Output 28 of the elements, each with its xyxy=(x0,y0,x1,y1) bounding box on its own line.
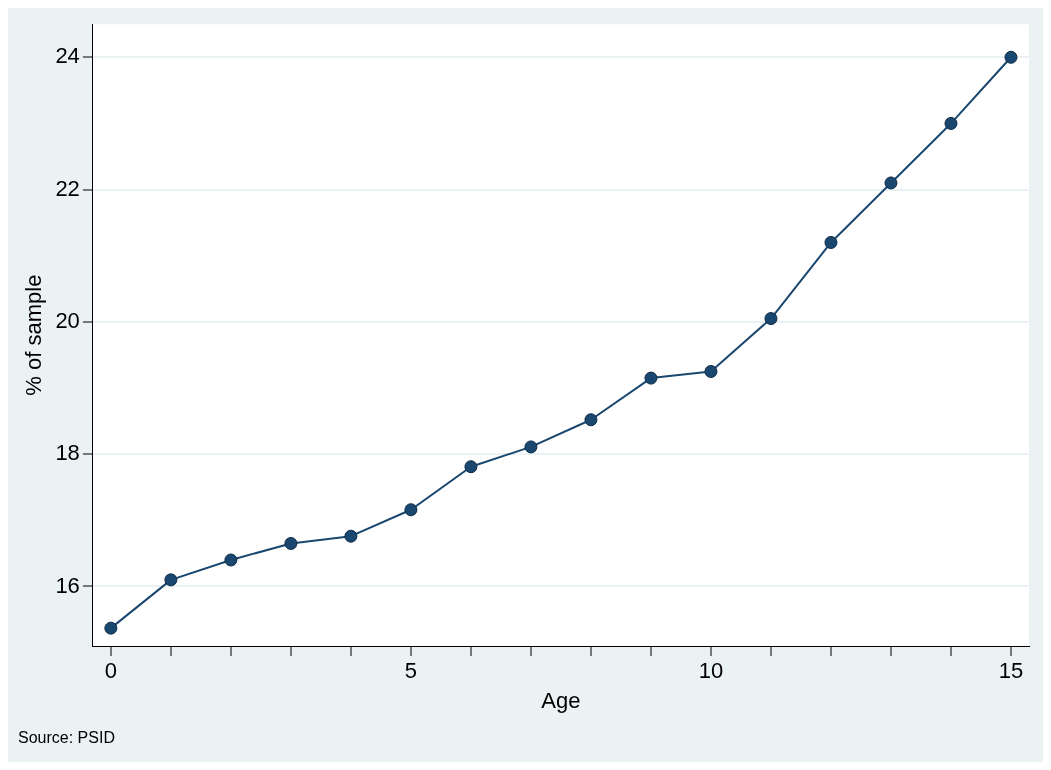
x-axis-title: Age xyxy=(541,687,581,713)
y-tick-label: 24 xyxy=(55,43,80,69)
x-tick-label: 15 xyxy=(998,658,1024,684)
source-note: Source: PSID xyxy=(18,728,115,746)
point xyxy=(644,371,658,385)
y-tick-label: 18 xyxy=(55,440,80,466)
point xyxy=(704,364,718,378)
point xyxy=(764,312,778,326)
x-tick-label: 10 xyxy=(698,658,724,684)
point xyxy=(404,503,418,517)
point xyxy=(284,536,298,550)
point xyxy=(164,573,178,587)
point xyxy=(944,116,958,130)
point xyxy=(824,235,838,249)
point xyxy=(344,529,358,543)
point xyxy=(104,621,118,635)
point xyxy=(1004,50,1018,64)
y-tick-label: 22 xyxy=(55,175,80,201)
point xyxy=(464,460,478,474)
point xyxy=(584,413,598,427)
point xyxy=(524,440,538,454)
y-axis-title: % of sample xyxy=(21,274,47,396)
y-tick-label: 16 xyxy=(55,572,80,598)
x-tick-label: 5 xyxy=(404,658,418,684)
point xyxy=(224,553,238,567)
point xyxy=(884,176,898,190)
x-tick-label: 0 xyxy=(104,658,117,684)
y-tick-label: 20 xyxy=(55,307,80,333)
